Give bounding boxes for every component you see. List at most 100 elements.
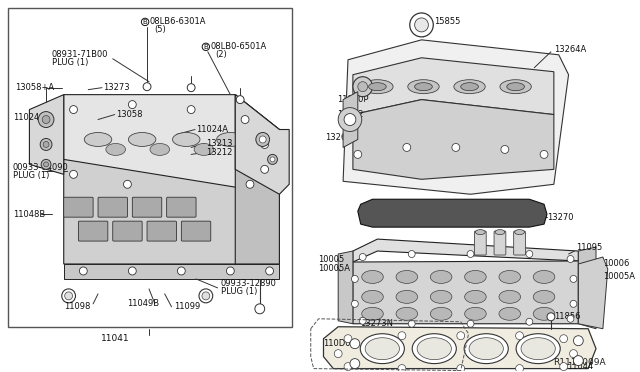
Circle shape <box>570 300 577 307</box>
Text: R1110009A: R1110009A <box>553 358 606 367</box>
Circle shape <box>452 144 460 151</box>
FancyBboxPatch shape <box>494 231 506 255</box>
Circle shape <box>353 77 372 97</box>
Circle shape <box>266 267 273 275</box>
Circle shape <box>177 267 185 275</box>
Text: 11041: 11041 <box>101 334 130 343</box>
FancyBboxPatch shape <box>514 231 525 255</box>
Text: (5): (5) <box>154 25 166 34</box>
Ellipse shape <box>461 83 478 91</box>
Circle shape <box>61 289 76 303</box>
Ellipse shape <box>495 230 505 235</box>
Ellipse shape <box>454 80 485 94</box>
Text: 10006: 10006 <box>603 260 629 269</box>
Circle shape <box>354 150 362 158</box>
Circle shape <box>129 100 136 109</box>
Circle shape <box>570 350 577 357</box>
Polygon shape <box>353 100 554 179</box>
Text: (2): (2) <box>216 50 227 59</box>
Ellipse shape <box>499 291 520 303</box>
Circle shape <box>516 332 524 340</box>
Ellipse shape <box>217 132 244 147</box>
Circle shape <box>359 254 366 260</box>
Text: 13058: 13058 <box>116 110 142 119</box>
Circle shape <box>540 150 548 158</box>
Circle shape <box>501 145 509 153</box>
Circle shape <box>351 275 358 282</box>
Circle shape <box>398 332 406 340</box>
Text: 13270: 13270 <box>547 213 573 222</box>
Ellipse shape <box>415 83 432 91</box>
Bar <box>8 8 292 327</box>
Circle shape <box>350 339 360 349</box>
Circle shape <box>344 113 356 125</box>
Circle shape <box>44 162 49 167</box>
Circle shape <box>199 289 212 303</box>
Text: 13264A: 13264A <box>554 45 586 54</box>
Ellipse shape <box>362 80 393 94</box>
Circle shape <box>38 112 54 128</box>
Circle shape <box>241 116 249 124</box>
Circle shape <box>43 141 49 147</box>
FancyBboxPatch shape <box>474 231 486 255</box>
Circle shape <box>188 106 195 113</box>
Ellipse shape <box>396 270 417 283</box>
Ellipse shape <box>465 291 486 303</box>
FancyBboxPatch shape <box>98 197 127 217</box>
Ellipse shape <box>430 270 452 283</box>
Ellipse shape <box>362 307 383 320</box>
Text: PLUG (1): PLUG (1) <box>52 58 88 67</box>
Ellipse shape <box>194 144 214 155</box>
Circle shape <box>41 159 51 169</box>
Ellipse shape <box>464 334 508 363</box>
Circle shape <box>567 256 574 263</box>
Circle shape <box>260 141 269 148</box>
Ellipse shape <box>129 132 156 147</box>
Text: 11049B: 11049B <box>127 299 159 308</box>
Text: 09933-12890: 09933-12890 <box>221 279 276 288</box>
Ellipse shape <box>521 338 556 360</box>
Ellipse shape <box>362 270 383 283</box>
Ellipse shape <box>362 291 383 303</box>
Circle shape <box>410 13 433 37</box>
Polygon shape <box>579 247 596 329</box>
Ellipse shape <box>507 83 524 91</box>
Circle shape <box>415 18 428 32</box>
Ellipse shape <box>412 334 456 363</box>
Circle shape <box>268 154 277 164</box>
Ellipse shape <box>430 307 452 320</box>
Polygon shape <box>343 40 568 194</box>
Ellipse shape <box>533 307 555 320</box>
Text: 13213: 13213 <box>206 139 232 148</box>
Polygon shape <box>353 239 579 262</box>
Text: 13058+A: 13058+A <box>15 83 54 92</box>
Circle shape <box>560 363 568 371</box>
PathPatch shape <box>358 199 547 227</box>
Text: 13212: 13212 <box>206 148 232 157</box>
Circle shape <box>344 335 352 343</box>
Ellipse shape <box>150 144 170 155</box>
Text: 08LB0-6501A: 08LB0-6501A <box>211 42 267 51</box>
Ellipse shape <box>408 80 439 94</box>
Text: 11024A: 11024A <box>13 113 45 122</box>
Text: 11095: 11095 <box>577 243 603 251</box>
Ellipse shape <box>84 132 112 147</box>
Circle shape <box>526 318 532 325</box>
Circle shape <box>260 166 269 173</box>
Circle shape <box>457 365 465 372</box>
Circle shape <box>40 138 52 150</box>
Circle shape <box>567 315 574 322</box>
Text: 11099: 11099 <box>175 302 201 311</box>
Polygon shape <box>338 251 353 324</box>
Text: 15855: 15855 <box>435 17 461 26</box>
Circle shape <box>408 320 415 327</box>
Circle shape <box>358 82 367 92</box>
Circle shape <box>570 275 577 282</box>
FancyBboxPatch shape <box>181 221 211 241</box>
Circle shape <box>129 267 136 275</box>
Polygon shape <box>236 94 280 264</box>
Polygon shape <box>236 94 289 194</box>
Ellipse shape <box>476 230 485 235</box>
Text: 10005A: 10005A <box>603 272 635 282</box>
Circle shape <box>65 292 72 300</box>
